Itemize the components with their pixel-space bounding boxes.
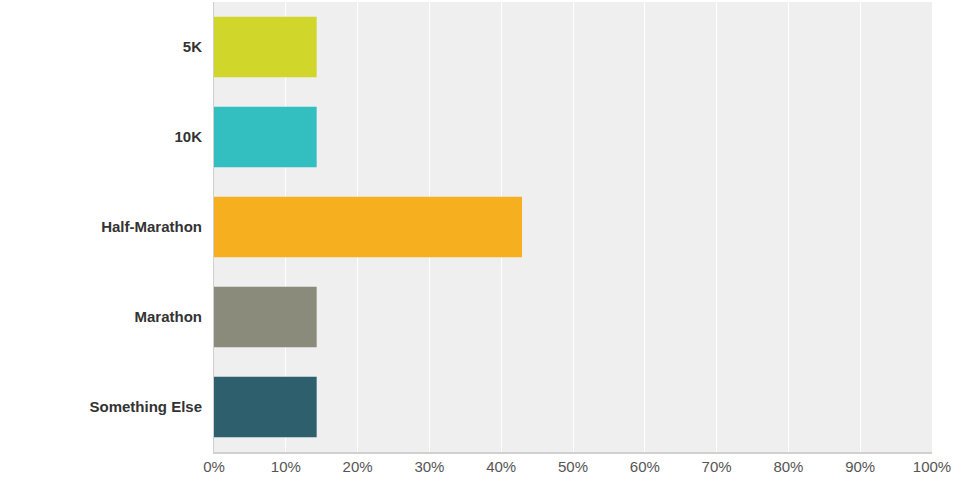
svg-text:5K: 5K <box>183 38 202 55</box>
svg-text:10%: 10% <box>271 458 301 475</box>
svg-text:80%: 80% <box>773 458 803 475</box>
svg-text:60%: 60% <box>630 458 660 475</box>
svg-text:90%: 90% <box>845 458 875 475</box>
svg-text:Something Else: Something Else <box>89 398 202 415</box>
svg-text:100%: 100% <box>913 458 951 475</box>
svg-text:20%: 20% <box>343 458 373 475</box>
svg-text:10K: 10K <box>174 128 202 145</box>
svg-text:0%: 0% <box>203 458 225 475</box>
svg-text:50%: 50% <box>558 458 588 475</box>
svg-text:40%: 40% <box>486 458 516 475</box>
svg-text:Marathon: Marathon <box>135 308 203 325</box>
svg-text:30%: 30% <box>414 458 444 475</box>
svg-text:70%: 70% <box>702 458 732 475</box>
svg-text:Half-Marathon: Half-Marathon <box>101 218 202 235</box>
